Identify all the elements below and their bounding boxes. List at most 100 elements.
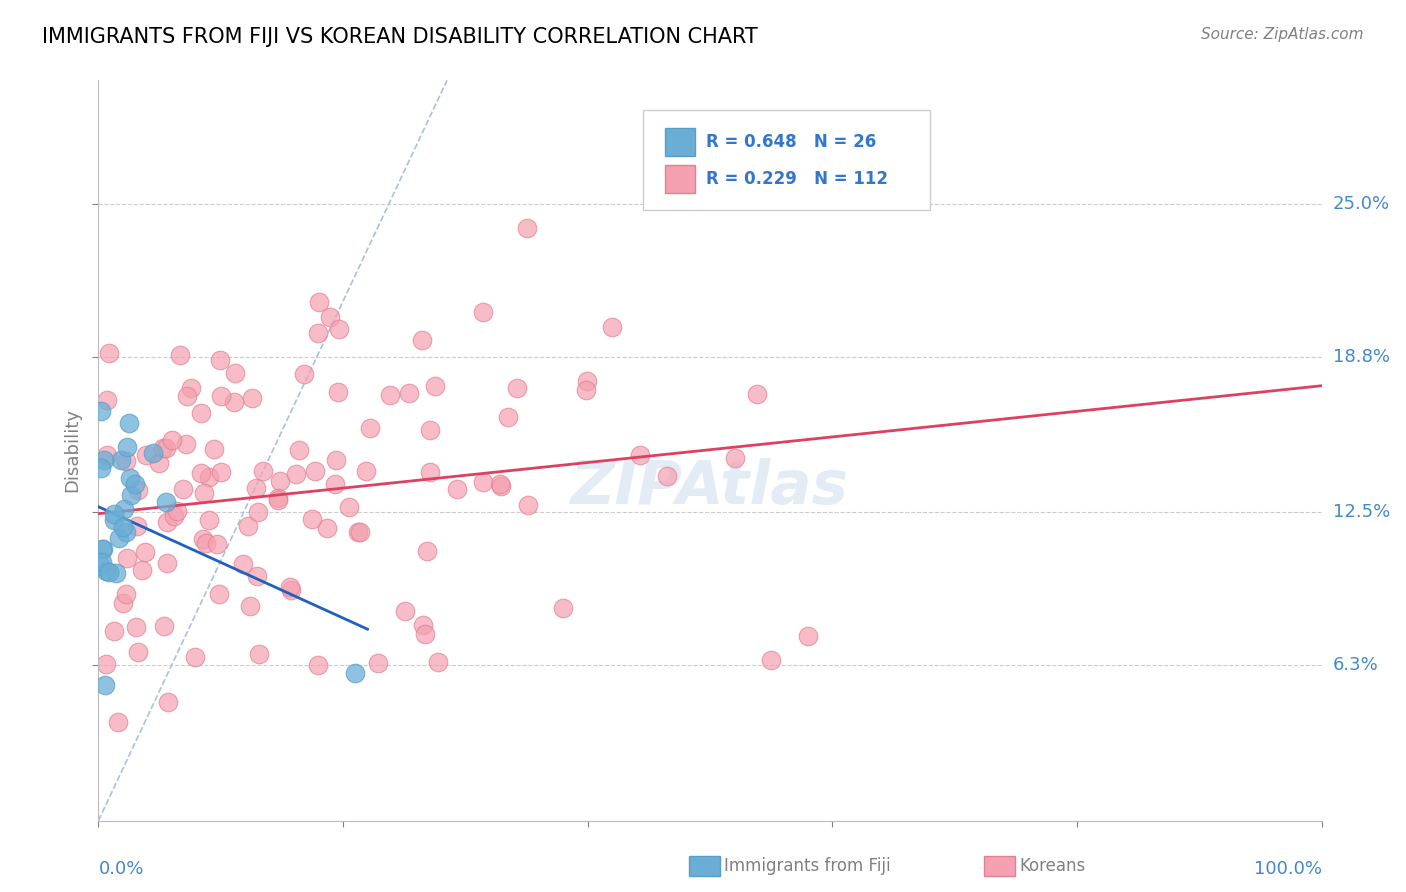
Point (180, 381, 202, 395)
Point (724, 451, 747, 466)
Point (198, 469, 221, 483)
Point (551, 601, 574, 615)
Point (90, 404, 112, 418)
FancyBboxPatch shape (665, 165, 696, 193)
Point (745, 387, 768, 401)
Point (108, 531, 131, 545)
Point (346, 525, 368, 540)
Text: R = 0.648   N = 26: R = 0.648 N = 26 (706, 133, 876, 151)
Text: Koreans: Koreans (1019, 857, 1085, 875)
Text: 0.0%: 0.0% (98, 860, 143, 878)
Point (112, 520, 135, 534)
Text: Source: ZipAtlas.com: Source: ZipAtlas.com (1201, 27, 1364, 42)
Point (94, 564, 117, 578)
Point (112, 501, 135, 516)
Point (169, 348, 191, 362)
Point (202, 442, 225, 456)
Point (107, 714, 129, 729)
Point (515, 221, 537, 235)
Point (98, 346, 121, 360)
Point (205, 537, 228, 551)
Point (267, 492, 290, 507)
Point (112, 596, 135, 610)
Point (267, 491, 290, 505)
Text: R = 0.229   N = 112: R = 0.229 N = 112 (706, 169, 889, 187)
Point (156, 516, 179, 530)
Point (155, 442, 177, 456)
Point (190, 466, 212, 480)
Point (163, 508, 186, 523)
Point (115, 524, 138, 539)
Point (489, 479, 512, 493)
Point (115, 440, 138, 454)
Point (131, 563, 153, 577)
Point (135, 448, 157, 462)
Point (316, 520, 339, 534)
Text: ZIPAtlas: ZIPAtlas (571, 458, 849, 517)
Point (416, 544, 439, 558)
Point (337, 500, 360, 515)
Point (93, 453, 115, 467)
Point (222, 394, 245, 409)
Text: Immigrants from Fiji: Immigrants from Fiji (724, 857, 891, 875)
Point (160, 434, 183, 448)
Text: 6.3%: 6.3% (1333, 657, 1378, 674)
Point (148, 456, 170, 470)
Point (354, 464, 377, 478)
Point (419, 465, 441, 479)
Point (209, 352, 232, 367)
Point (349, 524, 371, 539)
Point (236, 519, 259, 533)
Point (127, 518, 149, 533)
Point (426, 655, 449, 669)
Point (209, 465, 232, 479)
FancyBboxPatch shape (643, 110, 931, 210)
Point (96, 657, 118, 671)
Point (118, 416, 141, 430)
Point (90, 558, 112, 573)
Point (394, 604, 416, 618)
Point (211, 389, 233, 403)
Point (155, 494, 177, 508)
Point (176, 389, 198, 403)
Point (208, 587, 231, 601)
Y-axis label: Disability: Disability (63, 409, 82, 492)
Point (446, 482, 468, 496)
Point (304, 465, 326, 479)
Point (157, 695, 180, 709)
Point (247, 647, 270, 661)
Point (114, 587, 136, 601)
Point (91, 542, 114, 557)
Point (325, 452, 347, 467)
Text: 25.0%: 25.0% (1333, 194, 1391, 212)
Point (97, 565, 120, 579)
Point (245, 481, 267, 495)
Point (114, 454, 136, 468)
Point (91, 541, 114, 556)
Point (505, 381, 527, 395)
Point (134, 545, 156, 559)
Point (471, 475, 494, 490)
Point (575, 374, 598, 388)
Point (193, 532, 215, 546)
Point (252, 464, 274, 478)
Point (269, 474, 291, 488)
Point (398, 385, 420, 400)
Point (115, 550, 138, 565)
Point (224, 367, 246, 381)
Point (153, 618, 176, 632)
Point (127, 483, 149, 497)
Point (176, 437, 198, 451)
Point (307, 658, 329, 673)
Point (380, 388, 402, 402)
Point (127, 645, 149, 659)
Point (278, 580, 301, 594)
Point (120, 488, 142, 502)
Point (308, 295, 330, 310)
Point (103, 624, 125, 638)
Point (516, 499, 538, 513)
Point (489, 477, 512, 491)
Point (326, 385, 349, 400)
Point (285, 467, 308, 481)
Point (190, 406, 212, 420)
